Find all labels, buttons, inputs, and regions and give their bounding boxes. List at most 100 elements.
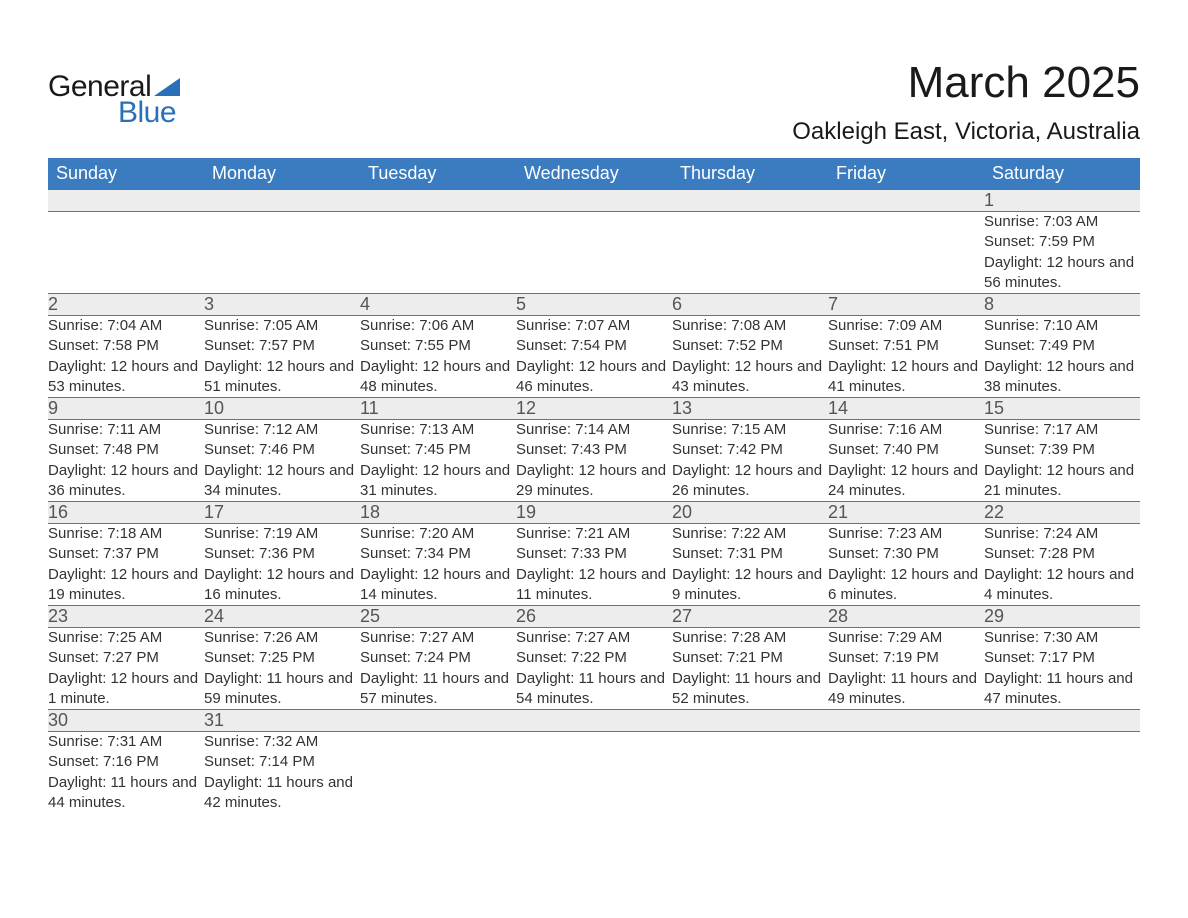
calendar-body: 1Sunrise: 7:03 AMSunset: 7:59 PMDaylight… <box>48 190 1140 814</box>
day-number-cell: 3 <box>204 294 360 316</box>
day-number-cell: 29 <box>984 606 1140 628</box>
day-number-cell <box>828 710 984 732</box>
day-number-cell: 26 <box>516 606 672 628</box>
day-number-cell <box>984 710 1140 732</box>
day-detail-cell <box>360 212 516 294</box>
day-detail-cell: Sunrise: 7:20 AMSunset: 7:34 PMDaylight:… <box>360 524 516 606</box>
calendar-table: Sunday Monday Tuesday Wednesday Thursday… <box>48 158 1140 813</box>
day-number-cell: 15 <box>984 398 1140 420</box>
day-detail-cell <box>984 732 1140 814</box>
weekday-header-row: Sunday Monday Tuesday Wednesday Thursday… <box>48 158 1140 190</box>
day-detail-cell: Sunrise: 7:27 AMSunset: 7:22 PMDaylight:… <box>516 628 672 710</box>
day-number-cell: 4 <box>360 294 516 316</box>
day-number-cell: 14 <box>828 398 984 420</box>
logo-triangle-icon <box>154 78 180 96</box>
weekday-header: Wednesday <box>516 158 672 190</box>
day-detail-cell: Sunrise: 7:32 AMSunset: 7:14 PMDaylight:… <box>204 732 360 814</box>
day-number-cell <box>516 710 672 732</box>
day-number-cell: 22 <box>984 502 1140 524</box>
day-detail-cell: Sunrise: 7:17 AMSunset: 7:39 PMDaylight:… <box>984 420 1140 502</box>
day-detail-cell: Sunrise: 7:11 AMSunset: 7:48 PMDaylight:… <box>48 420 204 502</box>
day-detail-cell: Sunrise: 7:30 AMSunset: 7:17 PMDaylight:… <box>984 628 1140 710</box>
day-number-row: 23242526272829 <box>48 606 1140 628</box>
day-number-row: 9101112131415 <box>48 398 1140 420</box>
day-detail-row: Sunrise: 7:31 AMSunset: 7:16 PMDaylight:… <box>48 732 1140 814</box>
day-detail-cell: Sunrise: 7:15 AMSunset: 7:42 PMDaylight:… <box>672 420 828 502</box>
day-number-cell: 8 <box>984 294 1140 316</box>
day-number-cell <box>204 190 360 212</box>
day-number-cell: 21 <box>828 502 984 524</box>
day-number-cell: 9 <box>48 398 204 420</box>
day-detail-cell <box>828 212 984 294</box>
day-detail-row: Sunrise: 7:25 AMSunset: 7:27 PMDaylight:… <box>48 628 1140 710</box>
weekday-header: Friday <box>828 158 984 190</box>
title-block: March 2025 Oakleigh East, Victoria, Aust… <box>792 40 1140 152</box>
day-number-cell: 30 <box>48 710 204 732</box>
day-detail-cell: Sunrise: 7:06 AMSunset: 7:55 PMDaylight:… <box>360 316 516 398</box>
day-detail-cell: Sunrise: 7:05 AMSunset: 7:57 PMDaylight:… <box>204 316 360 398</box>
day-detail-cell: Sunrise: 7:24 AMSunset: 7:28 PMDaylight:… <box>984 524 1140 606</box>
day-number-cell <box>672 710 828 732</box>
day-number-cell <box>672 190 828 212</box>
day-detail-cell <box>516 732 672 814</box>
day-number-cell: 2 <box>48 294 204 316</box>
day-number-cell: 19 <box>516 502 672 524</box>
day-detail-cell: Sunrise: 7:03 AMSunset: 7:59 PMDaylight:… <box>984 212 1140 294</box>
day-number-cell: 18 <box>360 502 516 524</box>
day-detail-cell <box>516 212 672 294</box>
weekday-header: Tuesday <box>360 158 516 190</box>
day-detail-cell: Sunrise: 7:10 AMSunset: 7:49 PMDaylight:… <box>984 316 1140 398</box>
day-detail-row: Sunrise: 7:18 AMSunset: 7:37 PMDaylight:… <box>48 524 1140 606</box>
day-number-cell: 27 <box>672 606 828 628</box>
day-detail-cell <box>360 732 516 814</box>
document-header: General Blue March 2025 Oakleigh East, V… <box>48 40 1140 152</box>
day-detail-row: Sunrise: 7:11 AMSunset: 7:48 PMDaylight:… <box>48 420 1140 502</box>
day-number-cell <box>360 190 516 212</box>
day-detail-cell: Sunrise: 7:23 AMSunset: 7:30 PMDaylight:… <box>828 524 984 606</box>
day-number-cell: 16 <box>48 502 204 524</box>
day-detail-cell <box>48 212 204 294</box>
day-number-cell: 17 <box>204 502 360 524</box>
day-detail-cell: Sunrise: 7:07 AMSunset: 7:54 PMDaylight:… <box>516 316 672 398</box>
day-detail-cell: Sunrise: 7:14 AMSunset: 7:43 PMDaylight:… <box>516 420 672 502</box>
day-number-cell: 6 <box>672 294 828 316</box>
day-detail-cell: Sunrise: 7:18 AMSunset: 7:37 PMDaylight:… <box>48 524 204 606</box>
day-number-cell: 5 <box>516 294 672 316</box>
day-detail-cell: Sunrise: 7:25 AMSunset: 7:27 PMDaylight:… <box>48 628 204 710</box>
day-number-cell: 23 <box>48 606 204 628</box>
day-number-cell: 12 <box>516 398 672 420</box>
day-number-cell: 13 <box>672 398 828 420</box>
day-detail-cell <box>672 212 828 294</box>
day-number-cell: 31 <box>204 710 360 732</box>
day-number-row: 2345678 <box>48 294 1140 316</box>
day-detail-cell: Sunrise: 7:27 AMSunset: 7:24 PMDaylight:… <box>360 628 516 710</box>
title-month: March 2025 <box>792 58 1140 108</box>
day-number-cell: 25 <box>360 606 516 628</box>
day-number-row: 1 <box>48 190 1140 212</box>
day-detail-cell: Sunrise: 7:04 AMSunset: 7:58 PMDaylight:… <box>48 316 204 398</box>
day-number-cell: 20 <box>672 502 828 524</box>
day-number-cell: 1 <box>984 190 1140 212</box>
day-detail-cell: Sunrise: 7:09 AMSunset: 7:51 PMDaylight:… <box>828 316 984 398</box>
day-number-cell: 24 <box>204 606 360 628</box>
day-detail-cell: Sunrise: 7:16 AMSunset: 7:40 PMDaylight:… <box>828 420 984 502</box>
logo-text-sub: Blue <box>118 96 176 130</box>
weekday-header: Saturday <box>984 158 1140 190</box>
day-number-cell <box>828 190 984 212</box>
day-detail-cell: Sunrise: 7:29 AMSunset: 7:19 PMDaylight:… <box>828 628 984 710</box>
day-number-row: 16171819202122 <box>48 502 1140 524</box>
day-detail-cell: Sunrise: 7:19 AMSunset: 7:36 PMDaylight:… <box>204 524 360 606</box>
day-detail-cell: Sunrise: 7:08 AMSunset: 7:52 PMDaylight:… <box>672 316 828 398</box>
day-detail-cell <box>672 732 828 814</box>
day-number-cell: 28 <box>828 606 984 628</box>
day-number-cell: 7 <box>828 294 984 316</box>
weekday-header: Sunday <box>48 158 204 190</box>
day-detail-cell <box>828 732 984 814</box>
day-number-cell: 11 <box>360 398 516 420</box>
day-number-cell: 10 <box>204 398 360 420</box>
generalblue-logo: General Blue <box>48 40 180 130</box>
day-detail-cell: Sunrise: 7:28 AMSunset: 7:21 PMDaylight:… <box>672 628 828 710</box>
day-number-cell <box>360 710 516 732</box>
day-number-cell <box>516 190 672 212</box>
title-location: Oakleigh East, Victoria, Australia <box>792 118 1140 146</box>
